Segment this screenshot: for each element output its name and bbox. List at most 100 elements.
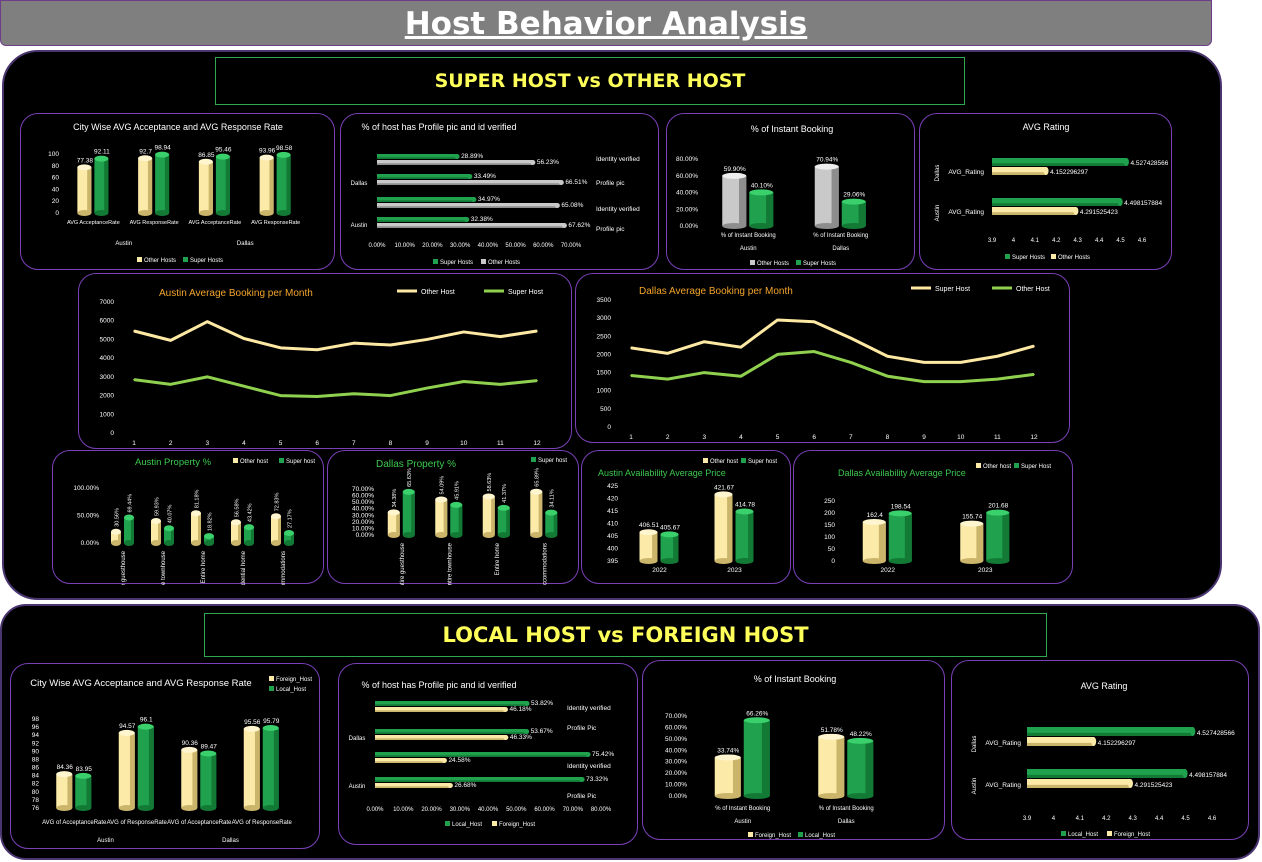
x-tick-label: 50.00% [506, 807, 527, 813]
bar-a-shade [377, 177, 470, 179]
bar-a-shade [269, 157, 274, 213]
legend-swatch [748, 832, 753, 837]
bar-a-base [639, 558, 658, 564]
series-line [133, 320, 538, 352]
bar-b-shade [992, 172, 1047, 175]
x-tick-label: 40.00% [478, 807, 499, 813]
bar-b-base [137, 805, 154, 811]
bar-b-shade [273, 727, 279, 808]
bar-b-cap [502, 707, 508, 712]
x-tick-label: 9 [922, 434, 926, 441]
bar-a-top [77, 164, 92, 171]
data-point [1033, 345, 1035, 347]
data-label: 95.56 [244, 719, 261, 726]
y-group-label: Austin [935, 205, 941, 222]
bar-b-top [735, 508, 754, 515]
data-label: 28.89% [461, 153, 483, 160]
data-label: 34.97% [478, 196, 500, 203]
bar-b-base [743, 793, 770, 799]
y-tick-label: 420 [607, 496, 618, 503]
legend-swatch [750, 260, 755, 265]
bar-b-shade [553, 512, 558, 535]
bar-a-shade [238, 522, 241, 543]
page-title: Host Behavior Analysis [404, 6, 808, 42]
x-tick-label: 30.00% [450, 243, 471, 249]
y-tick-label: 50.00% [665, 736, 687, 743]
bar-b-base [75, 805, 92, 811]
y-tick-label: 400 [607, 546, 618, 553]
bar-b-top [200, 750, 217, 757]
bar-b-shade [761, 720, 770, 796]
data-label: 84.36 [57, 764, 74, 771]
bar-b [992, 207, 1076, 215]
legend-label: Other host [983, 464, 1011, 470]
data-label: 58.63% [487, 473, 493, 492]
y-tick-label: 150 [824, 522, 835, 529]
data-label: 40.10% [751, 182, 773, 189]
data-point [353, 392, 355, 395]
bar-b-top [124, 514, 134, 521]
y-tick-label: 100 [48, 151, 59, 158]
chart-avg-rating-local: AVG Rating 3.9 4 4.1 4.2 4.3 4.4 4.5 4.6 4.527428… [972, 681, 1235, 838]
chart-avg-rating-super: AVG Rating 3.9 4 4.1 4.2 4.3 4.4 4.5 4.6 4.527428… [935, 122, 1169, 261]
bar-a [1027, 769, 1186, 778]
data-point [316, 395, 318, 398]
bar-a-shade [192, 749, 198, 808]
bar-a-top [639, 529, 658, 536]
bar-b-top [986, 509, 1010, 516]
row-label: Profile Pic [567, 793, 597, 800]
bar-a-base [56, 805, 73, 811]
chart-title: AVG Rating [1023, 122, 1070, 132]
bar-b-top [402, 488, 415, 495]
y-tick-label: 100.00% [73, 485, 99, 492]
row-label: AVG_Rating [948, 209, 984, 216]
bar-b-top [545, 509, 558, 516]
data-label: 70.94% [816, 157, 838, 164]
bar-b-cap [558, 180, 564, 185]
legend-label: Super Hosts [440, 260, 473, 266]
y-tick-label: 3000 [100, 374, 115, 381]
bar-a-base [814, 223, 839, 229]
data-point [279, 394, 282, 397]
bar-a-base [862, 558, 886, 564]
x-tick-label: 30.00% [450, 807, 471, 813]
legend-label: Other Host [421, 289, 455, 296]
bar-b-shade [375, 786, 451, 788]
legend-label: Foreign_Host [499, 822, 535, 828]
bar-a-shade [992, 163, 1127, 166]
bar-a-base [259, 210, 274, 216]
bar-b-top [164, 525, 174, 532]
bar-a [375, 752, 589, 757]
data-label: 155.74 [962, 514, 982, 521]
bar-b-shade [377, 183, 562, 185]
data-point [169, 383, 172, 386]
data-label: 95.46 [215, 147, 232, 154]
y-tick-label: 250 [824, 498, 835, 505]
x-category-label: AVG AcceptanceRate [67, 220, 120, 226]
chart-austin-price: Austin Availability Average Price 395 400 4… [598, 458, 777, 574]
x-category-label: Entire townhouse [161, 550, 167, 585]
data-label: 53.67% [531, 728, 553, 735]
legend-label: Super host [748, 459, 777, 465]
x-tick-label: 2 [169, 440, 173, 447]
x-tick-label: 20.00% [421, 807, 442, 813]
data-label: 406.51 [639, 522, 659, 529]
data-label: 93.96 [259, 148, 276, 155]
bar-b [992, 167, 1047, 175]
y-group-label: Dallas [349, 736, 366, 742]
y-tick-label: 60.00% [352, 493, 374, 500]
x-tick-label: 1 [132, 440, 136, 447]
y-group-label: Dallas [935, 165, 941, 182]
x-tick-label: 7 [352, 440, 356, 447]
row-label: Identity verified [596, 206, 640, 213]
x-category-label: AVG of ResponseRate [232, 820, 293, 826]
bar-a-cap [1190, 727, 1196, 736]
panel-austin-property: Austin Property % 0.00% 50.00% 100.00% 30.56… [52, 450, 324, 617]
data-point [630, 347, 632, 349]
bar-b [204, 536, 214, 543]
data-point [996, 378, 999, 380]
bar-b-cap [1073, 207, 1079, 215]
data-point [776, 353, 779, 356]
x-category-label: Entire guesthouse [121, 550, 127, 585]
bar-a-top [435, 496, 448, 503]
